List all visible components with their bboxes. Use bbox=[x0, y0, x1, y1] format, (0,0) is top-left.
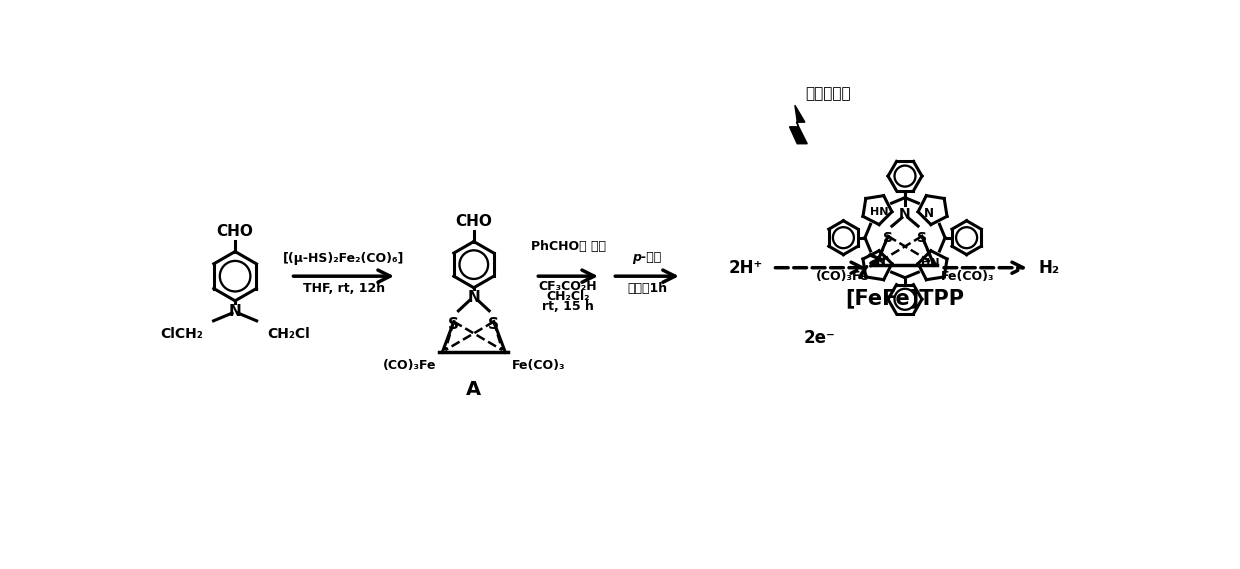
Text: [FeFe]TPP: [FeFe]TPP bbox=[846, 288, 965, 308]
Text: HN: HN bbox=[870, 207, 889, 217]
Text: 近红外激光: 近红外激光 bbox=[805, 86, 851, 101]
Text: 2H⁺: 2H⁺ bbox=[729, 259, 764, 277]
Text: THF, rt, 12h: THF, rt, 12h bbox=[303, 282, 384, 295]
Text: N: N bbox=[228, 304, 242, 319]
Text: rt, 15 h: rt, 15 h bbox=[542, 300, 594, 313]
Text: PhCHO， 吖唏: PhCHO， 吖唏 bbox=[531, 240, 605, 253]
Text: Fe(CO)₃: Fe(CO)₃ bbox=[940, 270, 994, 283]
Text: N: N bbox=[467, 290, 480, 305]
Text: CHO: CHO bbox=[217, 224, 253, 239]
Text: CF₃CO₂H: CF₃CO₂H bbox=[539, 280, 598, 293]
Text: H₂: H₂ bbox=[1039, 259, 1060, 277]
Polygon shape bbox=[790, 105, 807, 144]
Text: A: A bbox=[466, 380, 481, 399]
Text: ClCH₂: ClCH₂ bbox=[160, 327, 203, 341]
Text: S: S bbox=[883, 231, 893, 245]
Text: HN: HN bbox=[921, 258, 940, 268]
Text: CHO: CHO bbox=[455, 214, 492, 229]
Text: p-氯醒: p-氯醒 bbox=[632, 251, 662, 264]
Text: 2e⁻: 2e⁻ bbox=[804, 329, 836, 347]
Text: S: S bbox=[489, 317, 500, 332]
Text: N: N bbox=[875, 255, 887, 268]
Text: Fe(CO)₃: Fe(CO)₃ bbox=[512, 358, 565, 372]
Text: S: S bbox=[449, 317, 459, 332]
Text: CH₂Cl₂: CH₂Cl₂ bbox=[547, 290, 590, 303]
Text: (CO)₃Fe: (CO)₃Fe bbox=[383, 358, 436, 372]
Text: S: S bbox=[916, 231, 928, 245]
Text: CH₂Cl: CH₂Cl bbox=[268, 327, 310, 341]
Text: 回流，1h: 回流，1h bbox=[627, 282, 667, 295]
Text: N: N bbox=[924, 207, 934, 220]
Text: [(μ-HS)₂Fe₂(CO)₆]: [(μ-HS)₂Fe₂(CO)₆] bbox=[283, 253, 404, 265]
Text: (CO)₃Fe: (CO)₃Fe bbox=[816, 270, 869, 283]
Text: N: N bbox=[899, 207, 911, 221]
